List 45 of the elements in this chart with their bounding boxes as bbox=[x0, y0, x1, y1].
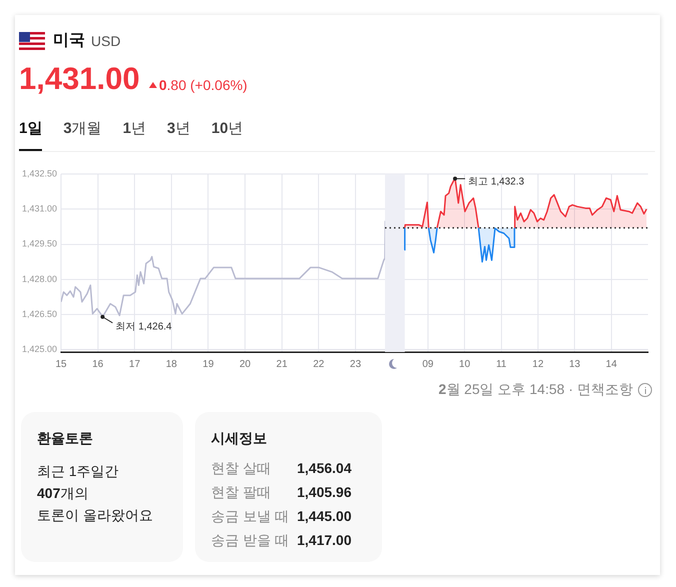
text: 2월 25일 오후 14:58 · 면책조항 bbox=[438, 381, 633, 399]
y-tick-label: 1,426.50 bbox=[22, 309, 57, 320]
x-tick-label: 11 bbox=[496, 358, 507, 370]
y-tick-label: 1,428.00 bbox=[22, 274, 57, 284]
chart-title: 미국 bbox=[53, 31, 85, 51]
text: 현찰 살때 bbox=[211, 460, 272, 478]
text: 1,405.96 bbox=[297, 484, 352, 502]
x-tick-label: 15 bbox=[55, 358, 67, 370]
x-tick-label: 09 bbox=[422, 358, 434, 370]
text: 407개의 bbox=[37, 484, 90, 503]
text: 시세정보 bbox=[211, 430, 268, 448]
y-tick-label: 1,432.50 bbox=[22, 168, 57, 178]
x-tick-label: 14 bbox=[606, 358, 618, 370]
annotation: 최저 1,426.4 bbox=[116, 322, 172, 333]
x-tick-label: 22 bbox=[313, 358, 325, 370]
text: 최근 1주일간 bbox=[37, 462, 120, 481]
text: 0.80 (+0.06%) bbox=[159, 77, 248, 93]
x-tick-label: 19 bbox=[202, 358, 214, 370]
x-tick-label: 20 bbox=[239, 358, 252, 370]
text: 1,456.04 bbox=[297, 460, 352, 478]
text: 송금 보낼 때 bbox=[211, 508, 290, 526]
text: 토론이 올라왔어요 bbox=[37, 506, 154, 525]
x-tick-label: 16 bbox=[92, 358, 104, 370]
text: 1일 bbox=[19, 119, 42, 151]
text: 3개월 bbox=[63, 119, 102, 139]
x-tick-label: 17 bbox=[129, 358, 141, 370]
text: 10년 bbox=[211, 119, 244, 139]
text: 송금 받을 때 bbox=[211, 532, 290, 550]
text: 1,417.00 bbox=[297, 532, 352, 550]
y-tick-label: 1,429.50 bbox=[22, 238, 57, 249]
text: 1,445.00 bbox=[297, 508, 352, 526]
text: 환율토론 bbox=[37, 430, 94, 448]
annotation: 최고 1,432.3 bbox=[468, 176, 525, 188]
x-tick-label: 12 bbox=[532, 358, 544, 370]
x-tick-label: 13 bbox=[569, 358, 581, 370]
y-tick-label: 1,431.00 bbox=[22, 204, 57, 214]
text: 1년 bbox=[122, 119, 146, 139]
x-tick-label: 18 bbox=[166, 358, 178, 370]
text: 3년 bbox=[167, 119, 190, 139]
x-tick-label: 23 bbox=[350, 358, 362, 370]
x-tick-label: 10 bbox=[459, 358, 471, 370]
text: 현찰 팔때 bbox=[211, 484, 272, 502]
chart-subtitle: USD bbox=[91, 32, 121, 48]
y-tick-label: 1,425.00 bbox=[22, 344, 57, 354]
x-tick-label: 21 bbox=[276, 358, 288, 370]
